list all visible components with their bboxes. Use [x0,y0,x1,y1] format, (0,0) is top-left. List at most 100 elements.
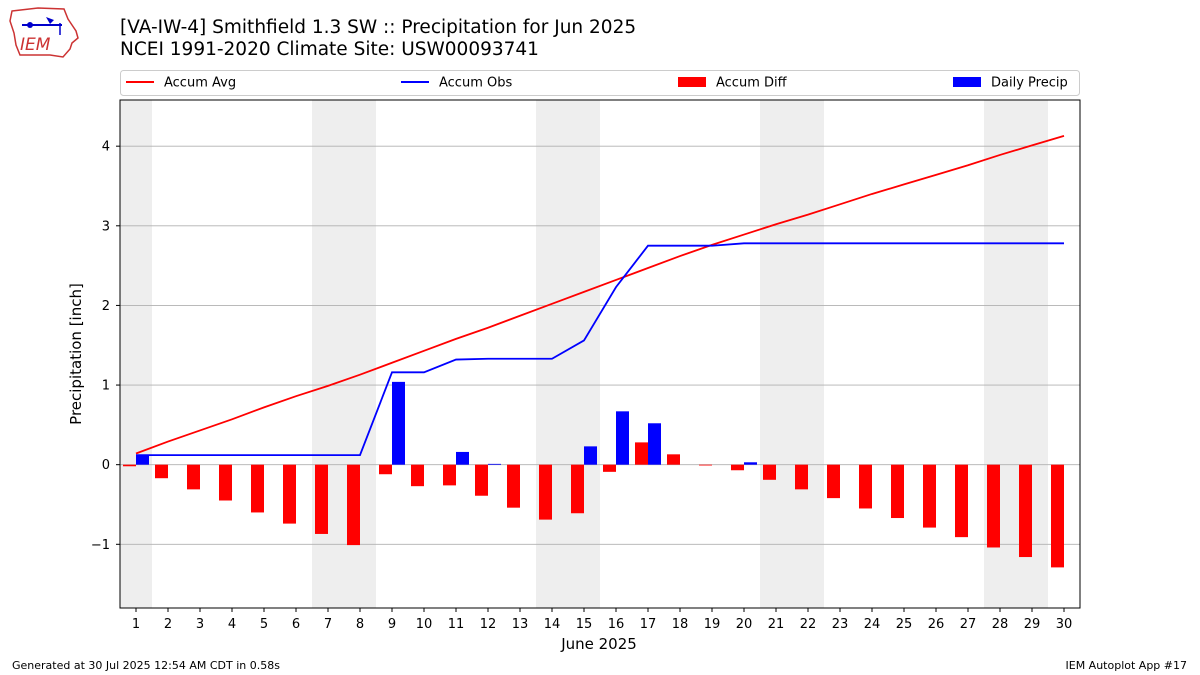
accum-diff-bar [667,454,680,465]
daily-precip-bar [648,423,661,465]
legend-swatch-bar [678,77,706,87]
weekend-band [792,100,824,608]
accum-diff-bar [539,464,552,520]
x-tick-label: 2 [164,617,172,632]
accum-diff-bar [923,464,936,528]
x-tick-label: 17 [640,617,657,632]
x-tick-label: 1 [132,617,140,632]
accum-diff-bar [251,464,264,513]
x-tick-label: 19 [704,617,721,632]
y-tick-label: 4 [102,140,110,155]
accum-diff-bar [187,464,200,490]
weekend-band [536,100,568,608]
accum-diff-bar [731,464,744,471]
x-tick-label: 13 [512,617,529,632]
accum-diff-bar [315,464,328,534]
y-axis-label: Precipitation [inch] [67,283,85,425]
footer-generated: Generated at 30 Jul 2025 12:54 AM CDT in… [12,659,280,672]
chart-title: [VA-IW-4] Smithfield 1.3 SW :: Precipita… [120,17,637,38]
daily-precip-bar [488,463,501,465]
legend-label: Daily Precip [991,76,1068,91]
weekend-shading [120,100,1048,608]
x-tick-label: 29 [1024,617,1041,632]
y-tick-label: 1 [102,379,110,394]
y-tick-label: 2 [102,299,110,314]
accum-diff-bar [635,442,648,465]
daily-precip-bar [584,446,597,465]
y-tick-label: 0 [102,458,110,473]
plot-frame [119,99,1081,609]
accum-diff-bar [219,464,232,501]
bars-layer [123,381,1064,568]
accum-diff-bar [859,464,872,509]
x-tick-label: 12 [480,617,497,632]
iem-logo: IEM [9,7,79,58]
legend: Accum Avg Accum Obs Accum Diff Daily Precip [120,70,1080,96]
x-tick-label: 4 [228,617,236,632]
x-tick-label: 30 [1056,617,1073,632]
x-tick-label: 23 [832,617,849,632]
x-tick-label: 3 [196,617,204,632]
accum-diff-bar [123,464,136,467]
accum-diff-bar [155,464,168,479]
x-tick-label: 15 [576,617,593,632]
y-tick-label: 3 [102,219,110,234]
x-tick-label: 7 [324,617,332,632]
accum-diff-bar [795,464,808,490]
x-tick-label: 8 [356,617,364,632]
daily-precip-bar [616,411,629,465]
x-tick-label: 16 [608,617,625,632]
x-tick-label: 21 [768,617,785,632]
accum-diff-bar [507,464,520,508]
x-tick-label: 24 [864,617,881,632]
x-tick-label: 14 [544,617,561,632]
accum-diff-bar [1019,464,1032,558]
accum-diff-bar [443,464,456,486]
accum-diff-bar [283,464,296,524]
accum-diff-bar [987,464,1000,548]
accum-diff-bar [379,464,392,475]
accum-diff-bar [603,464,616,472]
daily-precip-bar [456,451,469,465]
chart-subtitle: NCEI 1991-2020 Climate Site: USW00093741 [120,39,539,60]
accum-obs-line [136,242,1064,457]
x-tick-label: 27 [960,617,977,632]
x-tick-label: 28 [992,617,1009,632]
accum-diff-bar [475,464,488,496]
daily-precip-bar [136,455,149,465]
daily-precip-bar [392,381,405,465]
legend-label: Accum Obs [439,76,512,91]
x-tick-label: 9 [388,617,396,632]
legend-swatch-bar [953,77,981,87]
daily-precip-bar [744,462,757,465]
y-axis: −1 0 1 2 3 4 [91,140,120,553]
legend-box [120,70,1080,96]
lines-layer [135,134,1065,457]
x-tick-label: 11 [448,617,465,632]
accum-diff-bar [347,464,360,546]
x-axis: 1 2 3 4 5 6 7 8 9 10 11 12 13 14 15 16 17 18 19 20 21 22 23 24 2… [132,608,1072,632]
x-tick-label: 10 [416,617,433,632]
legend-label: Accum Avg [164,76,236,91]
accum-diff-bar [571,464,584,514]
x-tick-label: 26 [928,617,945,632]
x-tick-label: 18 [672,617,689,632]
accum-diff-bar [699,464,712,466]
x-tick-label: 6 [292,617,300,632]
accum-diff-bar [1051,464,1064,568]
legend-label: Accum Diff [716,76,788,91]
x-tick-label: 5 [260,617,268,632]
accum-diff-bar [763,464,776,480]
logo-text: IEM [20,35,51,55]
accum-avg-line [135,134,1065,455]
accum-diff-bar [827,464,840,499]
x-tick-label: 20 [736,617,753,632]
x-tick-label: 22 [800,617,817,632]
grid-lines [120,145,1080,545]
accum-diff-bar [411,464,424,487]
weekend-band [760,100,792,608]
x-tick-label: 25 [896,617,913,632]
accum-diff-bar [955,464,968,538]
weekend-band [568,100,600,608]
x-axis-label: June 2025 [560,635,637,653]
